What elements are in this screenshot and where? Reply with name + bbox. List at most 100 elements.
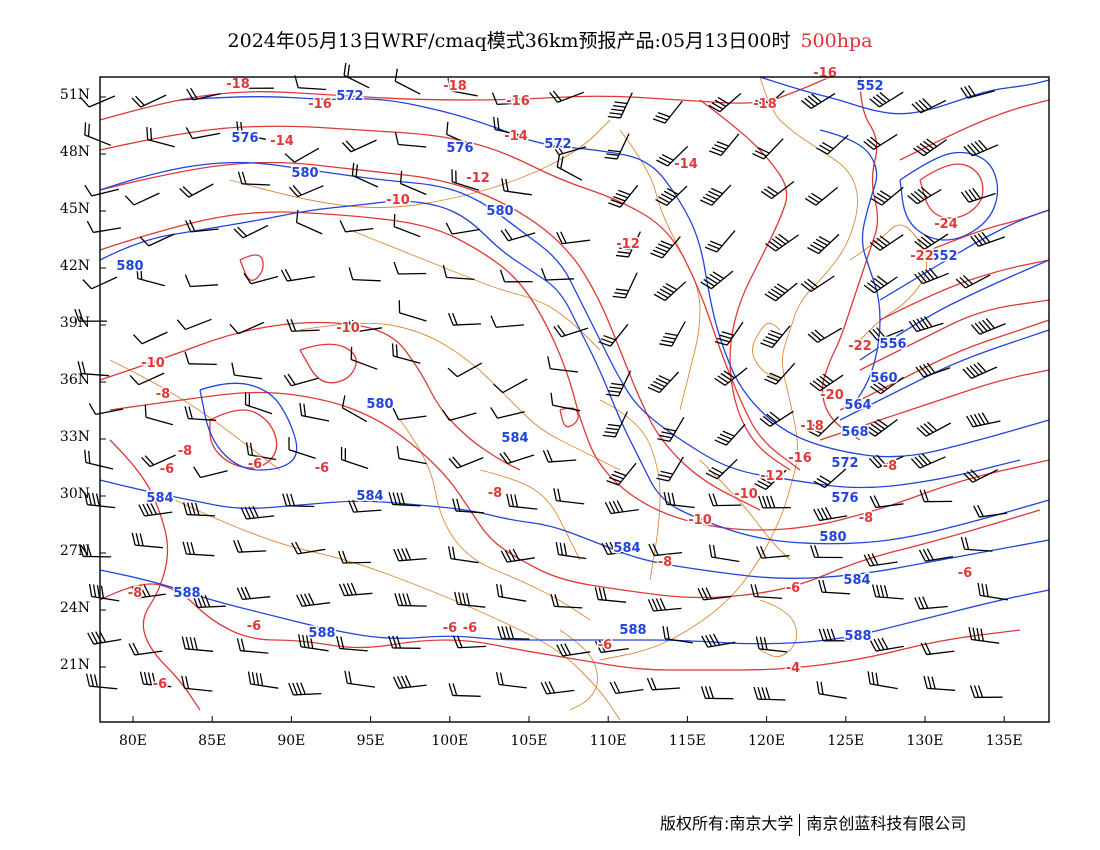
map-frame xyxy=(99,76,1050,723)
wind-barb xyxy=(970,318,1006,335)
wind-barb xyxy=(392,407,427,421)
wind-barb xyxy=(136,265,165,287)
wind-barb xyxy=(752,90,785,110)
coastline-segment xyxy=(299,322,621,471)
wind-barb xyxy=(338,550,371,564)
wind-barb xyxy=(869,234,904,251)
lat-tick-label: 45N xyxy=(59,201,90,217)
wind-barb xyxy=(753,686,786,701)
wind-barb xyxy=(132,331,168,345)
wind-barb xyxy=(914,233,949,250)
wind-barb xyxy=(760,180,795,200)
height-contours-layer xyxy=(99,76,1050,645)
temperature-contour-label: -8 xyxy=(488,486,502,501)
wind-barb xyxy=(969,685,1003,699)
wind-barb xyxy=(540,681,575,695)
copyright-owner-1: 版权所有:南京大学 xyxy=(660,814,794,833)
wind-barb xyxy=(394,68,421,95)
wind-barb xyxy=(809,373,844,392)
wind-barb xyxy=(80,95,116,108)
temperature-contour-label: -6 xyxy=(443,621,457,636)
wind-barb xyxy=(553,324,589,338)
wind-barb xyxy=(499,451,535,465)
temperature-contour-label: -6 xyxy=(248,457,262,472)
wind-barb xyxy=(296,593,330,607)
wind-barb xyxy=(553,488,585,505)
wind-barb xyxy=(131,584,166,599)
map-title: 2024年05月13日WRF/cmaq模式36km预报产品:05月13日00时 5… xyxy=(0,26,1100,53)
wind-barb xyxy=(391,343,421,364)
wind-barb xyxy=(84,184,120,197)
wind-barb xyxy=(490,407,525,419)
wind-barb xyxy=(697,587,732,601)
wind-barb xyxy=(550,392,581,412)
wind-barb xyxy=(496,583,527,602)
wind-barb xyxy=(88,583,120,602)
temperature-contour-label: -8 xyxy=(156,387,170,402)
wind-barb xyxy=(650,236,681,259)
wind-barb xyxy=(490,315,524,328)
temperature-contour xyxy=(239,254,264,281)
wind-barb xyxy=(754,469,787,491)
height-contour xyxy=(819,129,881,411)
wind-barb xyxy=(655,185,688,207)
wind-barb xyxy=(594,587,627,603)
wind-barb xyxy=(606,462,637,486)
wind-barb xyxy=(184,406,217,421)
wind-barb xyxy=(499,269,533,283)
temperature-contour-label: -20 xyxy=(820,388,844,403)
height-contour-label: 588 xyxy=(308,626,335,641)
wind-barb xyxy=(907,186,942,205)
wind-barb xyxy=(284,147,320,163)
wind-barb xyxy=(869,91,904,108)
wind-barb xyxy=(74,308,108,322)
height-labels-layer: 552 572 576 576 572 580 580 580 584 580 584 584 588 5… xyxy=(115,78,959,646)
wind-barb xyxy=(350,346,378,370)
temperature-contour-label: -16 xyxy=(813,66,837,81)
wind-barb xyxy=(176,318,212,331)
wind-barb xyxy=(556,643,591,657)
wind-barb xyxy=(863,133,898,150)
wind-barb xyxy=(556,154,583,181)
wind-barb xyxy=(700,686,734,700)
lat-tick-label: 39N xyxy=(59,315,90,331)
wind-barb xyxy=(448,546,479,564)
temperature-contour-label: -18 xyxy=(443,79,467,94)
wind-barb xyxy=(452,498,484,514)
wind-barb xyxy=(454,591,486,608)
wind-barb xyxy=(701,633,736,648)
wind-barb xyxy=(447,78,478,97)
wind-barb xyxy=(755,545,790,559)
wind-barb xyxy=(240,505,275,520)
wind-barb xyxy=(506,493,538,510)
wind-barb xyxy=(816,134,849,155)
wind-barb xyxy=(388,635,421,649)
height-contour xyxy=(99,479,1050,579)
wind-barb xyxy=(607,92,633,119)
temperature-contour-label: -24 xyxy=(934,217,958,232)
wind-barb xyxy=(807,233,840,255)
wind-barb xyxy=(493,378,528,394)
wind-barb xyxy=(446,121,473,147)
temperature-contour-label: -4 xyxy=(786,661,800,676)
height-contour-label: 588 xyxy=(173,586,200,601)
wind-barb xyxy=(448,456,484,469)
temperature-contour xyxy=(99,583,1021,671)
temperature-contour xyxy=(109,439,201,711)
wind-barb xyxy=(237,171,270,186)
wind-barb xyxy=(348,267,381,282)
temperature-contour xyxy=(859,299,1050,371)
wind-barb xyxy=(192,594,226,609)
temperature-contour-label: -8 xyxy=(128,586,142,601)
wind-barb xyxy=(764,362,796,385)
axis-ticks xyxy=(100,96,1005,722)
lon-tick-label: 110E xyxy=(589,733,627,749)
wind-barb xyxy=(813,506,848,522)
wind-barb xyxy=(348,499,382,513)
lon-tick-label: 115E xyxy=(668,733,706,749)
coastline-segment xyxy=(752,322,781,381)
wind-barb xyxy=(295,209,323,235)
wind-barb xyxy=(448,683,481,697)
wind-barb xyxy=(451,169,480,191)
wind-barb xyxy=(864,418,898,437)
